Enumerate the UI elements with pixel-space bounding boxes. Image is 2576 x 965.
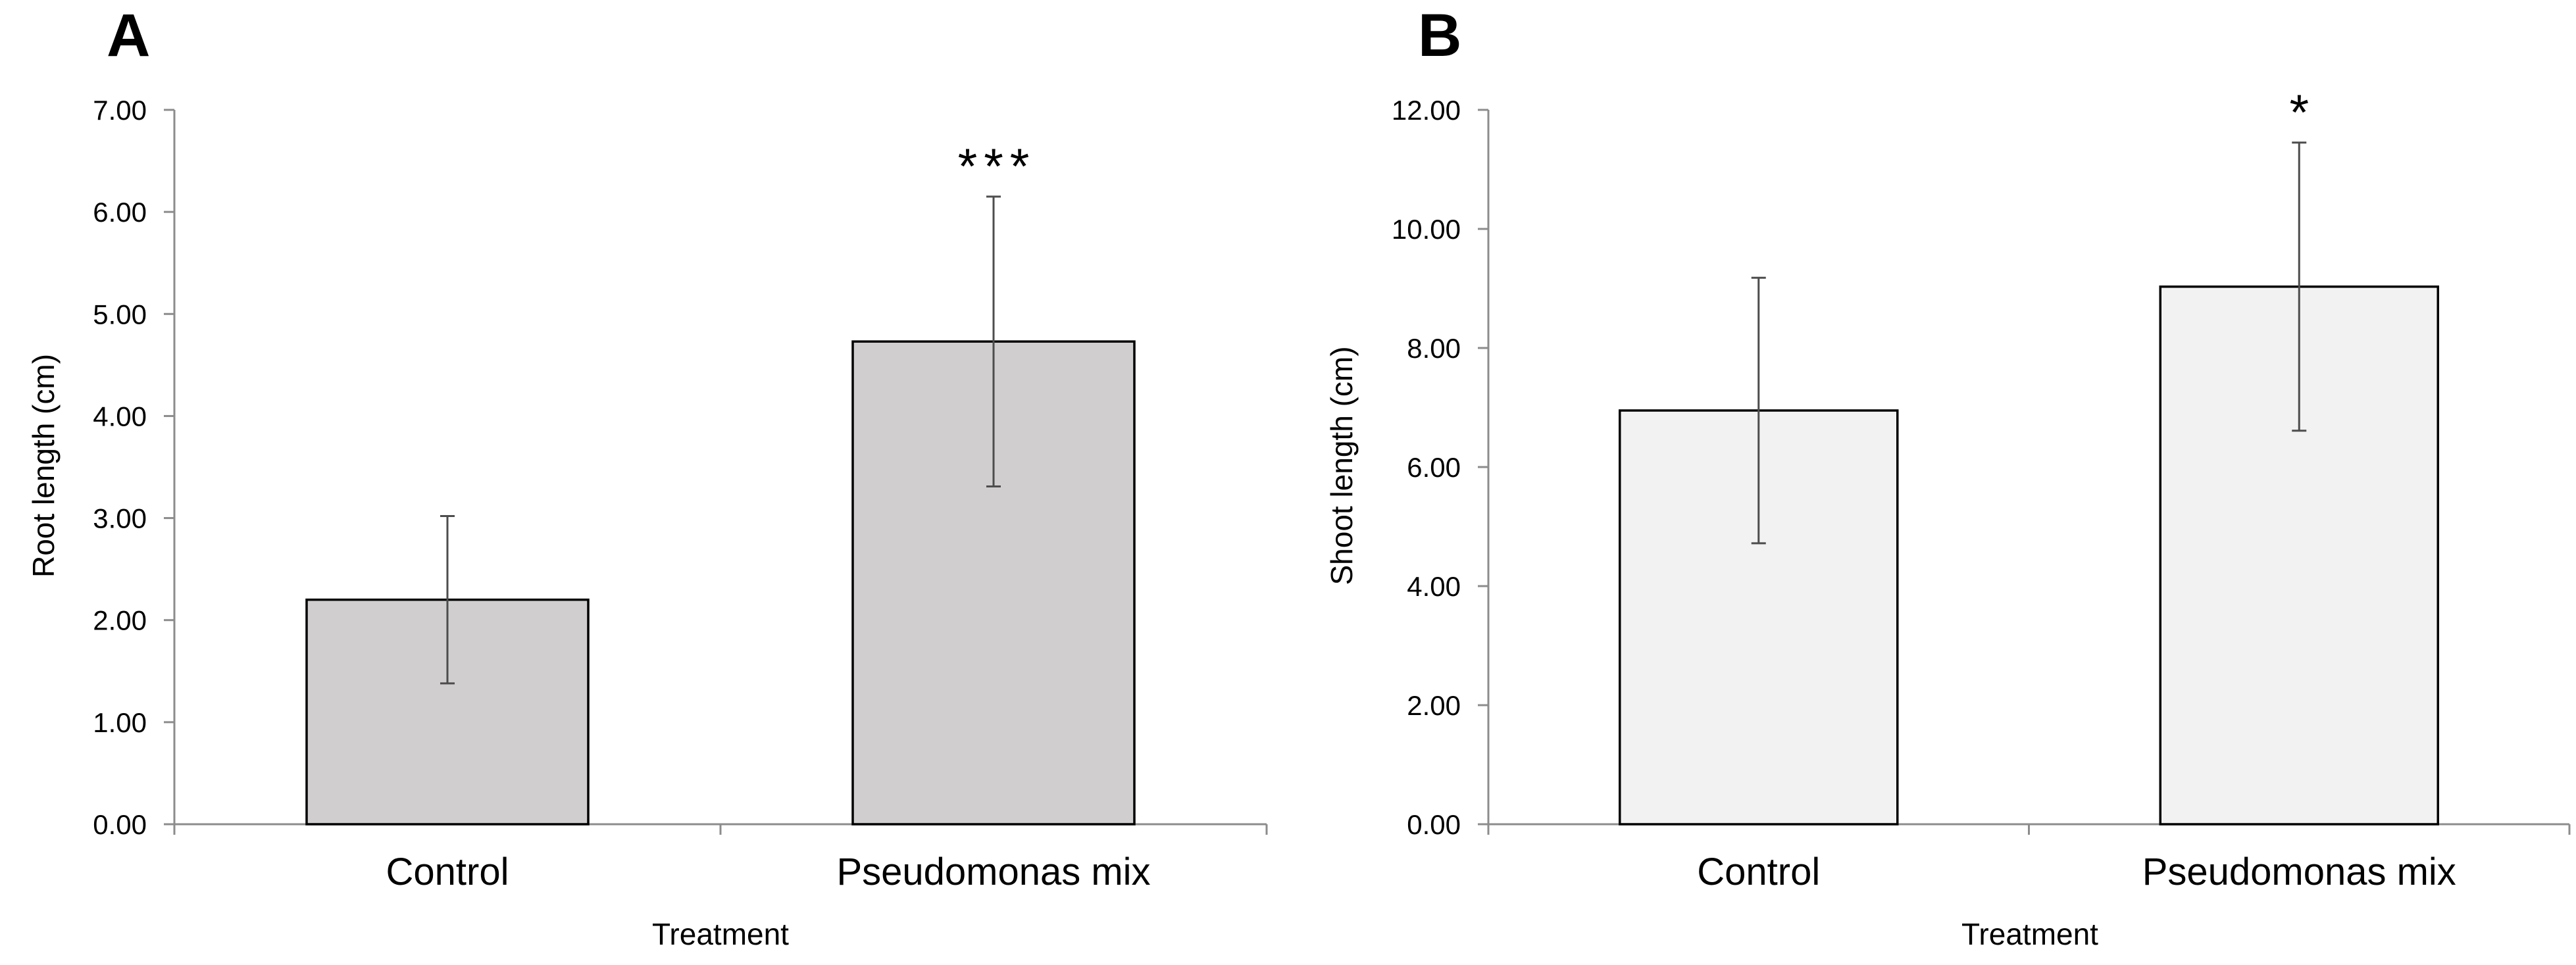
- panel-a-ylabel: Root length (cm): [26, 354, 61, 578]
- panel-a-y-tick-label: 1.00: [93, 707, 147, 738]
- panel-b-y-tick-label: 2.00: [1407, 690, 1461, 721]
- panel-a-y-tick-label: 5.00: [93, 299, 147, 330]
- panel-b-y-tick-label: 0.00: [1407, 809, 1461, 840]
- panel-a: A Root length (cm) Treatment 0.00 1.00 2.0…: [26, 2, 1268, 951]
- panel-b-y-tick-label: 8.00: [1407, 333, 1461, 364]
- panel-a-xlabel: Treatment: [652, 917, 789, 951]
- panel-a-category-label: Control: [386, 851, 509, 893]
- panel-a-y-tick-label: 2.00: [93, 605, 147, 636]
- panel-a-label: A: [107, 2, 150, 69]
- panel-a-plot: 0.00 1.00 2.00 3.00 4.00 5.00 6.00 7.00 Control P…: [93, 95, 1268, 893]
- panel-b-label: B: [1418, 2, 1461, 69]
- panel-a-category-label: Pseudomonas mix: [836, 851, 1150, 893]
- panel-a-y-tick-label: 6.00: [93, 197, 147, 228]
- panel-b-y-tick-label: 6.00: [1407, 452, 1461, 483]
- panel-b-plot: 0.00 2.00 4.00 6.00 8.00 10.00 12.00 Control Pse…: [1392, 85, 2571, 893]
- panel-a-y-tick-label: 7.00: [93, 95, 147, 126]
- panel-b: B Shoot length (cm) Treatment 0.00 2.00 4.…: [1325, 2, 2571, 951]
- panel-a-y-tick-label: 0.00: [93, 809, 147, 840]
- panel-b-significance-label: *: [2289, 85, 2315, 141]
- panel-a-y-tick-label: 4.00: [93, 401, 147, 432]
- panel-a-y-tick-label: 3.00: [93, 503, 147, 534]
- panel-b-ylabel: Shoot length (cm): [1325, 346, 1359, 585]
- panel-a-significance-label: ***: [958, 139, 1036, 195]
- panel-b-y-tick-label: 10.00: [1392, 214, 1461, 245]
- panel-b-y-tick-label: 12.00: [1392, 95, 1461, 126]
- panel-b-xlabel: Treatment: [1961, 917, 2098, 951]
- panel-b-category-label: Control: [1697, 851, 1820, 893]
- panel-b-y-tick-label: 4.00: [1407, 571, 1461, 602]
- panel-b-category-label: Pseudomonas mix: [2142, 851, 2456, 893]
